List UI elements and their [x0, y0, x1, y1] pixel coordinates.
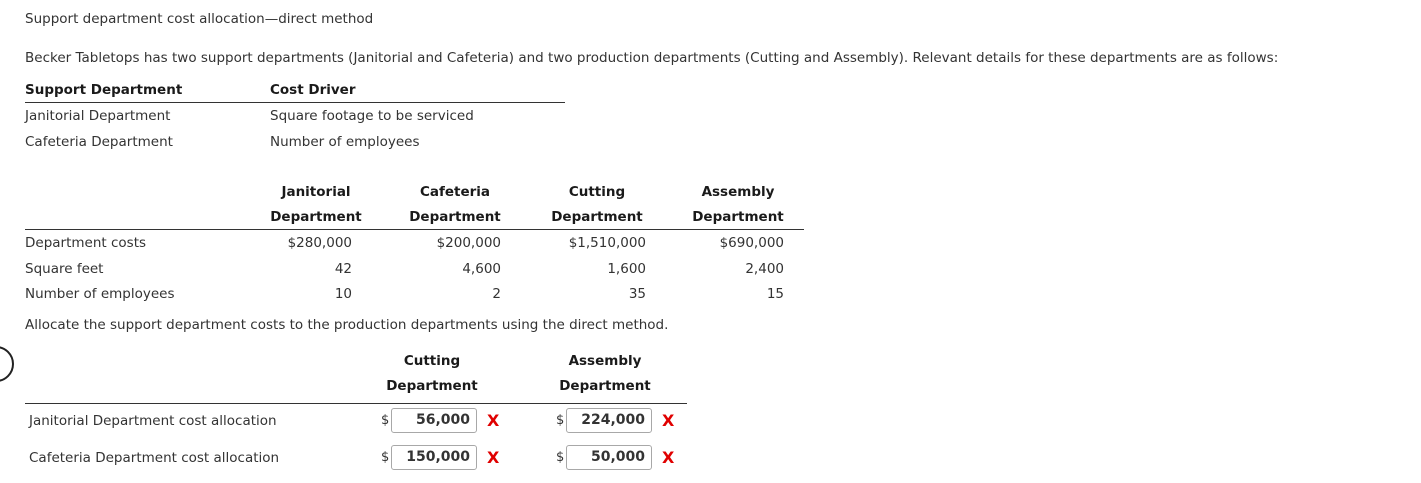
header-cost-driver: Cost Driver: [270, 82, 356, 98]
table-cell: 15: [766, 286, 784, 302]
col-header-cafeteria: Cafeteria: [419, 184, 491, 200]
table-cell: 2,400: [745, 261, 784, 277]
row-label-square-feet: Square feet: [25, 261, 104, 277]
currency-symbol: $: [381, 450, 390, 465]
answer-header-cutting-sub: Department: [386, 378, 478, 394]
cafeteria-allocation-label: Cafeteria Department cost allocation: [29, 450, 280, 466]
answer-table-rule: [25, 403, 687, 404]
table-cell: $690,000: [719, 235, 784, 251]
answer-header-assembly-sub: Department: [559, 378, 651, 394]
janitorial-cutting-input[interactable]: 56,000: [391, 408, 477, 433]
table-cell: 1,600: [607, 261, 646, 277]
table-cell: 42: [334, 261, 352, 277]
table-cell: $1,510,000: [568, 235, 646, 251]
driver-row-label: Janitorial Department: [25, 108, 171, 124]
table-cell: $200,000: [436, 235, 501, 251]
table-cell: 35: [628, 286, 646, 302]
col-header-janitorial-sub: Department: [270, 209, 362, 225]
answer-header-assembly: Assembly: [568, 353, 642, 369]
driver-row-value: Square footage to be serviced: [270, 108, 474, 124]
instruction-text: Allocate the support department costs to…: [25, 317, 669, 333]
currency-symbol: $: [556, 413, 565, 428]
cafeteria-cutting-input[interactable]: 150,000: [391, 445, 477, 470]
table-cell: 2: [492, 286, 501, 302]
janitorial-assembly-input[interactable]: 224,000: [566, 408, 652, 433]
col-header-janitorial: Janitorial: [281, 184, 351, 200]
col-header-assembly: Assembly: [701, 184, 775, 200]
currency-symbol: $: [381, 413, 390, 428]
header-support-department: Support Department: [25, 82, 183, 98]
row-label-department-costs: Department costs: [25, 235, 147, 251]
col-header-assembly-sub: Department: [692, 209, 784, 225]
incorrect-x-icon: X: [487, 411, 500, 430]
table-cell: 10: [334, 286, 352, 302]
cafeteria-assembly-input[interactable]: 50,000: [566, 445, 652, 470]
answer-header-cutting: Cutting: [403, 353, 461, 369]
driver-table-rule: [25, 102, 565, 103]
driver-row-value: Number of employees: [270, 134, 420, 150]
incorrect-x-icon: X: [662, 411, 675, 430]
currency-symbol: $: [556, 450, 565, 465]
problem-intro: Becker Tabletops has two support departm…: [25, 50, 1279, 66]
janitorial-allocation-label: Janitorial Department cost allocation: [29, 413, 277, 429]
row-label-number-of-employees: Number of employees: [25, 286, 175, 302]
data-table-rule: [25, 229, 804, 230]
col-header-cafeteria-sub: Department: [409, 209, 501, 225]
circle-marker: [0, 346, 14, 382]
incorrect-x-icon: X: [662, 448, 675, 467]
problem-title: Support department cost allocation—direc…: [25, 11, 374, 27]
table-cell: 4,600: [462, 261, 501, 277]
incorrect-x-icon: X: [487, 448, 500, 467]
col-header-cutting-sub: Department: [551, 209, 643, 225]
col-header-cutting: Cutting: [568, 184, 626, 200]
table-cell: $280,000: [287, 235, 352, 251]
driver-row-label: Cafeteria Department: [25, 134, 173, 150]
